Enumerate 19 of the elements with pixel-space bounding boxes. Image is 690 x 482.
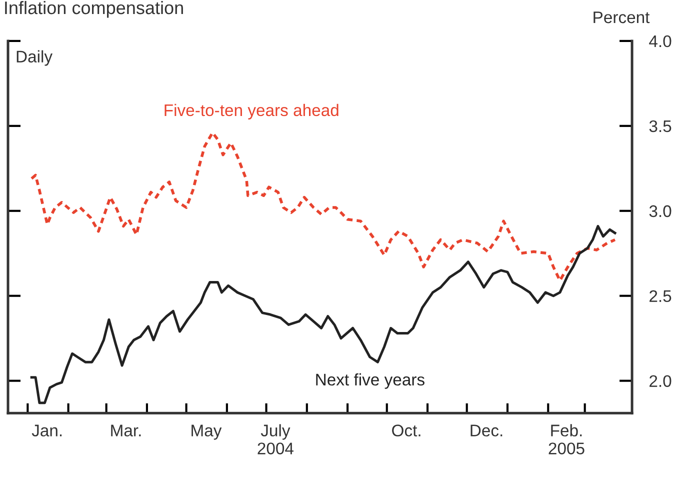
y-tick-label: 3.0 bbox=[649, 205, 672, 218]
line-series bbox=[30, 224, 616, 404]
annotation: Daily bbox=[16, 50, 53, 66]
text: Five-to-ten years ahead bbox=[164, 104, 338, 120]
line-series bbox=[30, 131, 616, 282]
y-tick-label: 2.0 bbox=[650, 375, 672, 387]
y-tick-label: 3.5 bbox=[649, 120, 672, 132]
y-tick-label: 4.0 bbox=[649, 35, 672, 48]
x-tick-label: Dec. bbox=[470, 424, 502, 436]
x-tick-label: May bbox=[192, 424, 222, 440]
series-label: Next five years bbox=[316, 373, 424, 389]
x-tick-label: Oct. bbox=[392, 424, 420, 436]
x-tick-label: July 2004 bbox=[258, 424, 294, 454]
x-tick-label: Jan. bbox=[32, 424, 62, 436]
y-tick-label: 2.5 bbox=[650, 290, 672, 302]
chart-title: Inflation compensation bbox=[5, 0, 183, 18]
x-tick-label: Feb. 2005 bbox=[548, 424, 584, 454]
x-tick-label: Mar. bbox=[111, 424, 141, 436]
y-axis-title: Percent bbox=[594, 12, 650, 24]
